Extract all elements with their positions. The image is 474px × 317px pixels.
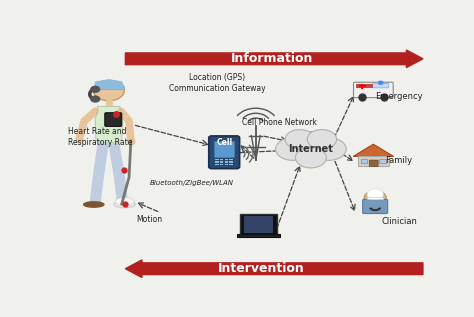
Text: Intervention: Intervention [218, 262, 305, 275]
FancyBboxPatch shape [373, 83, 389, 88]
Circle shape [312, 138, 346, 160]
Text: Bluetooth/ZigBee/WLAN: Bluetooth/ZigBee/WLAN [149, 180, 234, 186]
Circle shape [367, 189, 383, 200]
FancyBboxPatch shape [354, 82, 393, 98]
FancyBboxPatch shape [237, 234, 280, 237]
FancyBboxPatch shape [94, 86, 124, 89]
Circle shape [285, 130, 315, 149]
Circle shape [364, 191, 386, 205]
FancyBboxPatch shape [356, 84, 373, 88]
Text: Clinician: Clinician [381, 217, 417, 226]
Circle shape [288, 132, 334, 162]
Ellipse shape [115, 197, 134, 206]
FancyArrow shape [125, 260, 423, 277]
FancyBboxPatch shape [363, 199, 388, 214]
FancyBboxPatch shape [215, 158, 219, 160]
FancyBboxPatch shape [214, 141, 234, 158]
FancyBboxPatch shape [229, 158, 233, 160]
Polygon shape [94, 80, 124, 89]
Circle shape [295, 147, 326, 168]
Circle shape [93, 80, 124, 101]
FancyBboxPatch shape [369, 160, 378, 166]
Polygon shape [353, 144, 393, 156]
Text: Emergency: Emergency [375, 92, 423, 101]
FancyBboxPatch shape [225, 158, 228, 160]
FancyBboxPatch shape [215, 164, 219, 165]
FancyBboxPatch shape [225, 164, 228, 165]
FancyBboxPatch shape [361, 159, 367, 163]
FancyBboxPatch shape [105, 113, 122, 126]
Text: Motion: Motion [136, 215, 162, 224]
FancyBboxPatch shape [229, 164, 233, 165]
FancyArrow shape [125, 50, 423, 68]
Text: Family: Family [385, 156, 412, 165]
FancyBboxPatch shape [225, 161, 228, 163]
Text: Cell: Cell [216, 138, 232, 147]
Text: Internet: Internet [289, 144, 333, 154]
Circle shape [307, 130, 337, 149]
FancyBboxPatch shape [244, 217, 273, 233]
FancyBboxPatch shape [215, 161, 219, 163]
Polygon shape [95, 107, 122, 143]
Circle shape [91, 86, 100, 92]
FancyBboxPatch shape [229, 161, 233, 163]
Circle shape [91, 96, 100, 102]
Text: Information: Information [231, 52, 313, 65]
FancyBboxPatch shape [358, 156, 389, 166]
Text: Cell Phone Network: Cell Phone Network [242, 118, 317, 127]
FancyBboxPatch shape [220, 164, 223, 165]
FancyBboxPatch shape [367, 197, 383, 199]
Circle shape [378, 81, 383, 84]
Ellipse shape [114, 201, 135, 208]
FancyBboxPatch shape [220, 161, 223, 163]
Ellipse shape [84, 202, 104, 207]
Text: Location (GPS)
Communication Gateway: Location (GPS) Communication Gateway [169, 74, 265, 93]
FancyBboxPatch shape [379, 159, 386, 163]
FancyBboxPatch shape [220, 158, 223, 160]
Text: Heart Rate and
Respiratory Rate: Heart Rate and Respiratory Rate [68, 127, 133, 146]
FancyBboxPatch shape [209, 136, 240, 169]
Circle shape [275, 138, 310, 160]
FancyBboxPatch shape [240, 214, 277, 236]
